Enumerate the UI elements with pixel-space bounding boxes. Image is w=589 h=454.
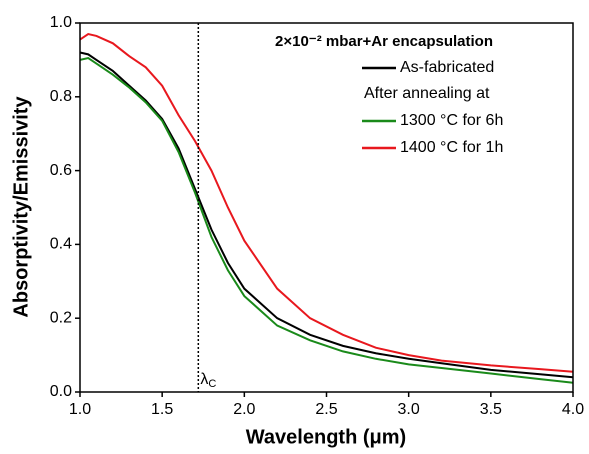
y-axis-title: Absorptivity/Emissivity [10, 96, 32, 318]
y-tick-label: 0.0 [50, 383, 72, 400]
y-tick-label: 1.0 [50, 14, 72, 31]
cutoff-subscript: C [208, 378, 216, 390]
legend-label: As-fabricated [400, 59, 494, 76]
legend-label: 1300 °C for 6h [400, 112, 503, 129]
x-tick-label: 3.5 [480, 401, 502, 418]
data-line [79, 56, 574, 384]
data-line [79, 51, 574, 379]
cutoff-label: λC [200, 371, 216, 390]
x-tick-label: 4.0 [562, 401, 584, 418]
legend-label: 1400 °C for 1h [400, 139, 503, 156]
y-tick-label: 0.6 [50, 162, 72, 179]
x-tick-label: 3.0 [398, 401, 420, 418]
plot-frame [79, 22, 574, 393]
x-tick-label: 1.0 [69, 401, 91, 418]
x-axis-title: Wavelength (μm) [246, 426, 406, 448]
legend-title: 2×10⁻² mbar+Ar encapsulation [275, 33, 493, 50]
x-tick-label: 2.0 [233, 401, 255, 418]
y-tick-label: 0.4 [50, 236, 72, 253]
x-tick-label: 1.5 [151, 401, 173, 418]
cutoff-symbol: λ [200, 371, 208, 388]
legend-note: After annealing at [364, 85, 490, 102]
x-tick-label: 2.5 [315, 401, 337, 418]
data-line [79, 32, 574, 373]
y-tick-label: 0.8 [50, 88, 72, 105]
y-tick-label: 0.2 [50, 309, 72, 326]
